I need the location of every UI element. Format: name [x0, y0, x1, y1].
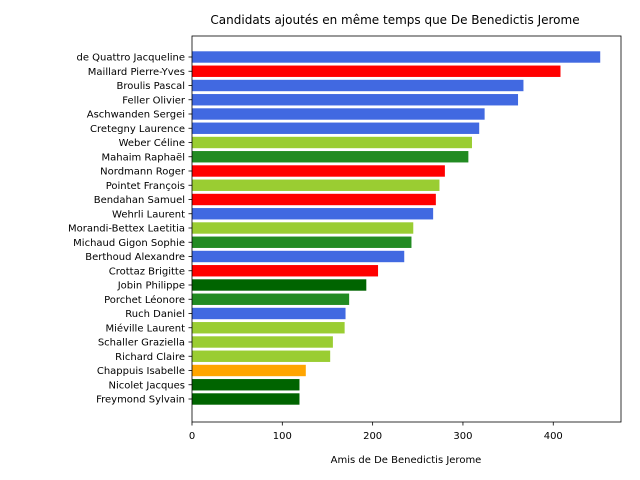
bar — [192, 307, 346, 320]
x-tick-label: 400 — [544, 431, 563, 442]
bar — [192, 208, 434, 220]
x-axis-label: Amis de De Benedictis Jerome — [331, 455, 482, 466]
chart-title: Candidats ajoutés en même temps que De B… — [210, 13, 579, 27]
y-tick-label: Crottaz Brigitte — [109, 266, 185, 277]
bar — [192, 79, 524, 92]
y-axis-ticks: de Quattro Jacqueline Maillard Pierre-Yve… — [68, 53, 192, 406]
bar — [192, 51, 601, 63]
y-tick-label: Maillard Pierre-Yves — [88, 67, 185, 78]
y-tick-label: Michaud Gigon Sophie — [73, 238, 185, 249]
y-tick-label: Feller Olivier — [122, 95, 186, 106]
bar — [192, 379, 300, 391]
y-tick-label: Aschwanden Sergei — [87, 110, 185, 121]
bar — [192, 250, 405, 263]
y-tick-label: Broulis Pascal — [117, 81, 185, 92]
y-tick-label: Schaller Graziella — [98, 338, 185, 349]
bar — [192, 336, 333, 348]
x-tick-label: 100 — [273, 431, 292, 442]
bar — [192, 122, 480, 134]
y-tick-label: Freymond Sylvain — [96, 395, 185, 406]
bar — [192, 236, 412, 248]
bar — [192, 94, 519, 106]
y-tick-label: Bendahan Samuel — [94, 195, 185, 206]
x-tick-label: 0 — [189, 431, 195, 442]
y-tick-label: de Quattro Jacqueline — [76, 53, 185, 64]
bar — [192, 179, 440, 191]
bar — [192, 322, 345, 334]
x-axis-ticks: 0 100 200 300 400 — [189, 422, 563, 442]
y-tick-label: Weber Céline — [119, 137, 185, 149]
bar — [192, 108, 485, 120]
bar — [192, 393, 300, 405]
x-tick-label: 300 — [453, 431, 472, 442]
y-tick-label: Morandi-Bettex Laetitia — [68, 224, 185, 235]
bar — [192, 165, 445, 177]
y-tick-label: Berthoud Alexandre — [85, 252, 185, 263]
bar — [192, 293, 350, 305]
plot-frame — [191, 35, 622, 423]
y-tick-label: Nicolet Jacques — [108, 380, 185, 391]
x-tick-label: 200 — [363, 431, 382, 442]
y-tick-label: Chappuis Isabelle — [97, 366, 185, 377]
bar — [192, 65, 561, 77]
bar — [192, 151, 469, 163]
bar — [192, 265, 379, 277]
bar — [192, 364, 306, 377]
bar — [192, 136, 472, 149]
bar — [192, 350, 331, 362]
y-tick-label: Ruch Daniel — [125, 309, 185, 320]
y-tick-label: Nordmann Roger — [100, 167, 186, 178]
bar — [192, 193, 436, 206]
y-tick-label: Cretegny Laurence — [90, 124, 185, 135]
bar — [192, 222, 414, 234]
y-tick-label: Porchet Léonore — [104, 294, 185, 306]
y-tick-label: Mahaim Raphaël — [101, 152, 185, 163]
y-tick-label: Richard Claire — [115, 352, 185, 363]
y-tick-label: Jobin Philippe — [117, 281, 185, 292]
y-tick-label: Pointet François — [106, 181, 185, 192]
bar — [192, 279, 367, 291]
bars-group — [192, 51, 601, 405]
y-tick-label: Miéville Laurent — [106, 322, 186, 334]
y-tick-label: Wehrli Laurent — [112, 209, 185, 220]
